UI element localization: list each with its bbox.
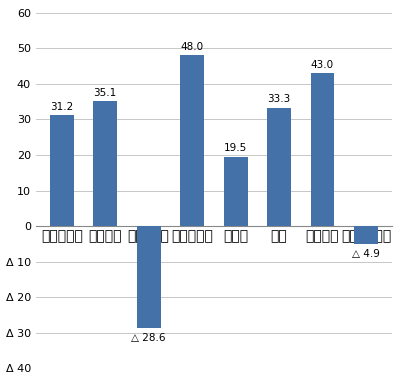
Bar [267,108,291,226]
Text: 48.0: 48.0 [180,42,204,52]
Bar [180,55,204,226]
Text: 35.1: 35.1 [94,88,117,98]
Text: 43.0: 43.0 [311,60,334,70]
Text: 33.3: 33.3 [267,94,291,104]
Bar [93,101,117,226]
Text: △ 28.6: △ 28.6 [132,333,166,343]
Text: 31.2: 31.2 [50,101,73,112]
Text: 19.5: 19.5 [224,143,247,153]
Text: △ 4.9: △ 4.9 [352,249,380,259]
Bar [50,115,74,226]
Bar [137,226,161,328]
Bar [224,157,248,226]
Bar [310,73,334,226]
Bar [354,226,378,244]
